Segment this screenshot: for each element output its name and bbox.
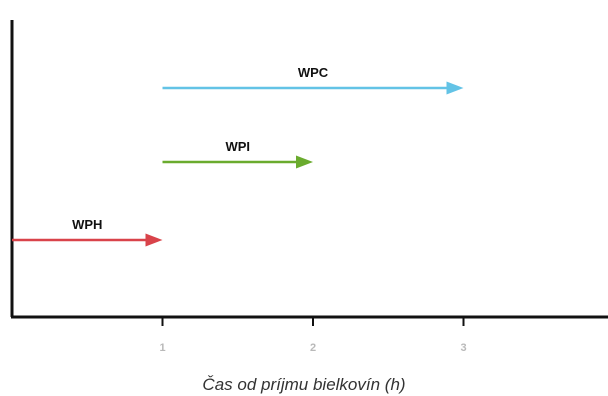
x-tick-label: 2: [310, 342, 316, 354]
wpi-arrow-head: [296, 155, 313, 169]
series-arrows: WPC WPI WPH: [12, 65, 464, 247]
x-axis-title: Čas od príjmu bielkovín (h): [202, 375, 405, 394]
wpc-arrow-head: [446, 81, 464, 95]
wph-arrow-head: [145, 233, 163, 247]
wph-label: WPH: [72, 217, 102, 232]
x-tick-label: 1: [159, 342, 165, 354]
axes: [10, 20, 608, 319]
wpc-label: WPC: [298, 65, 329, 80]
wpi-label: WPI: [225, 139, 250, 154]
x-ticks: 1 2 3: [159, 317, 467, 354]
x-tick-label: 3: [460, 342, 466, 354]
